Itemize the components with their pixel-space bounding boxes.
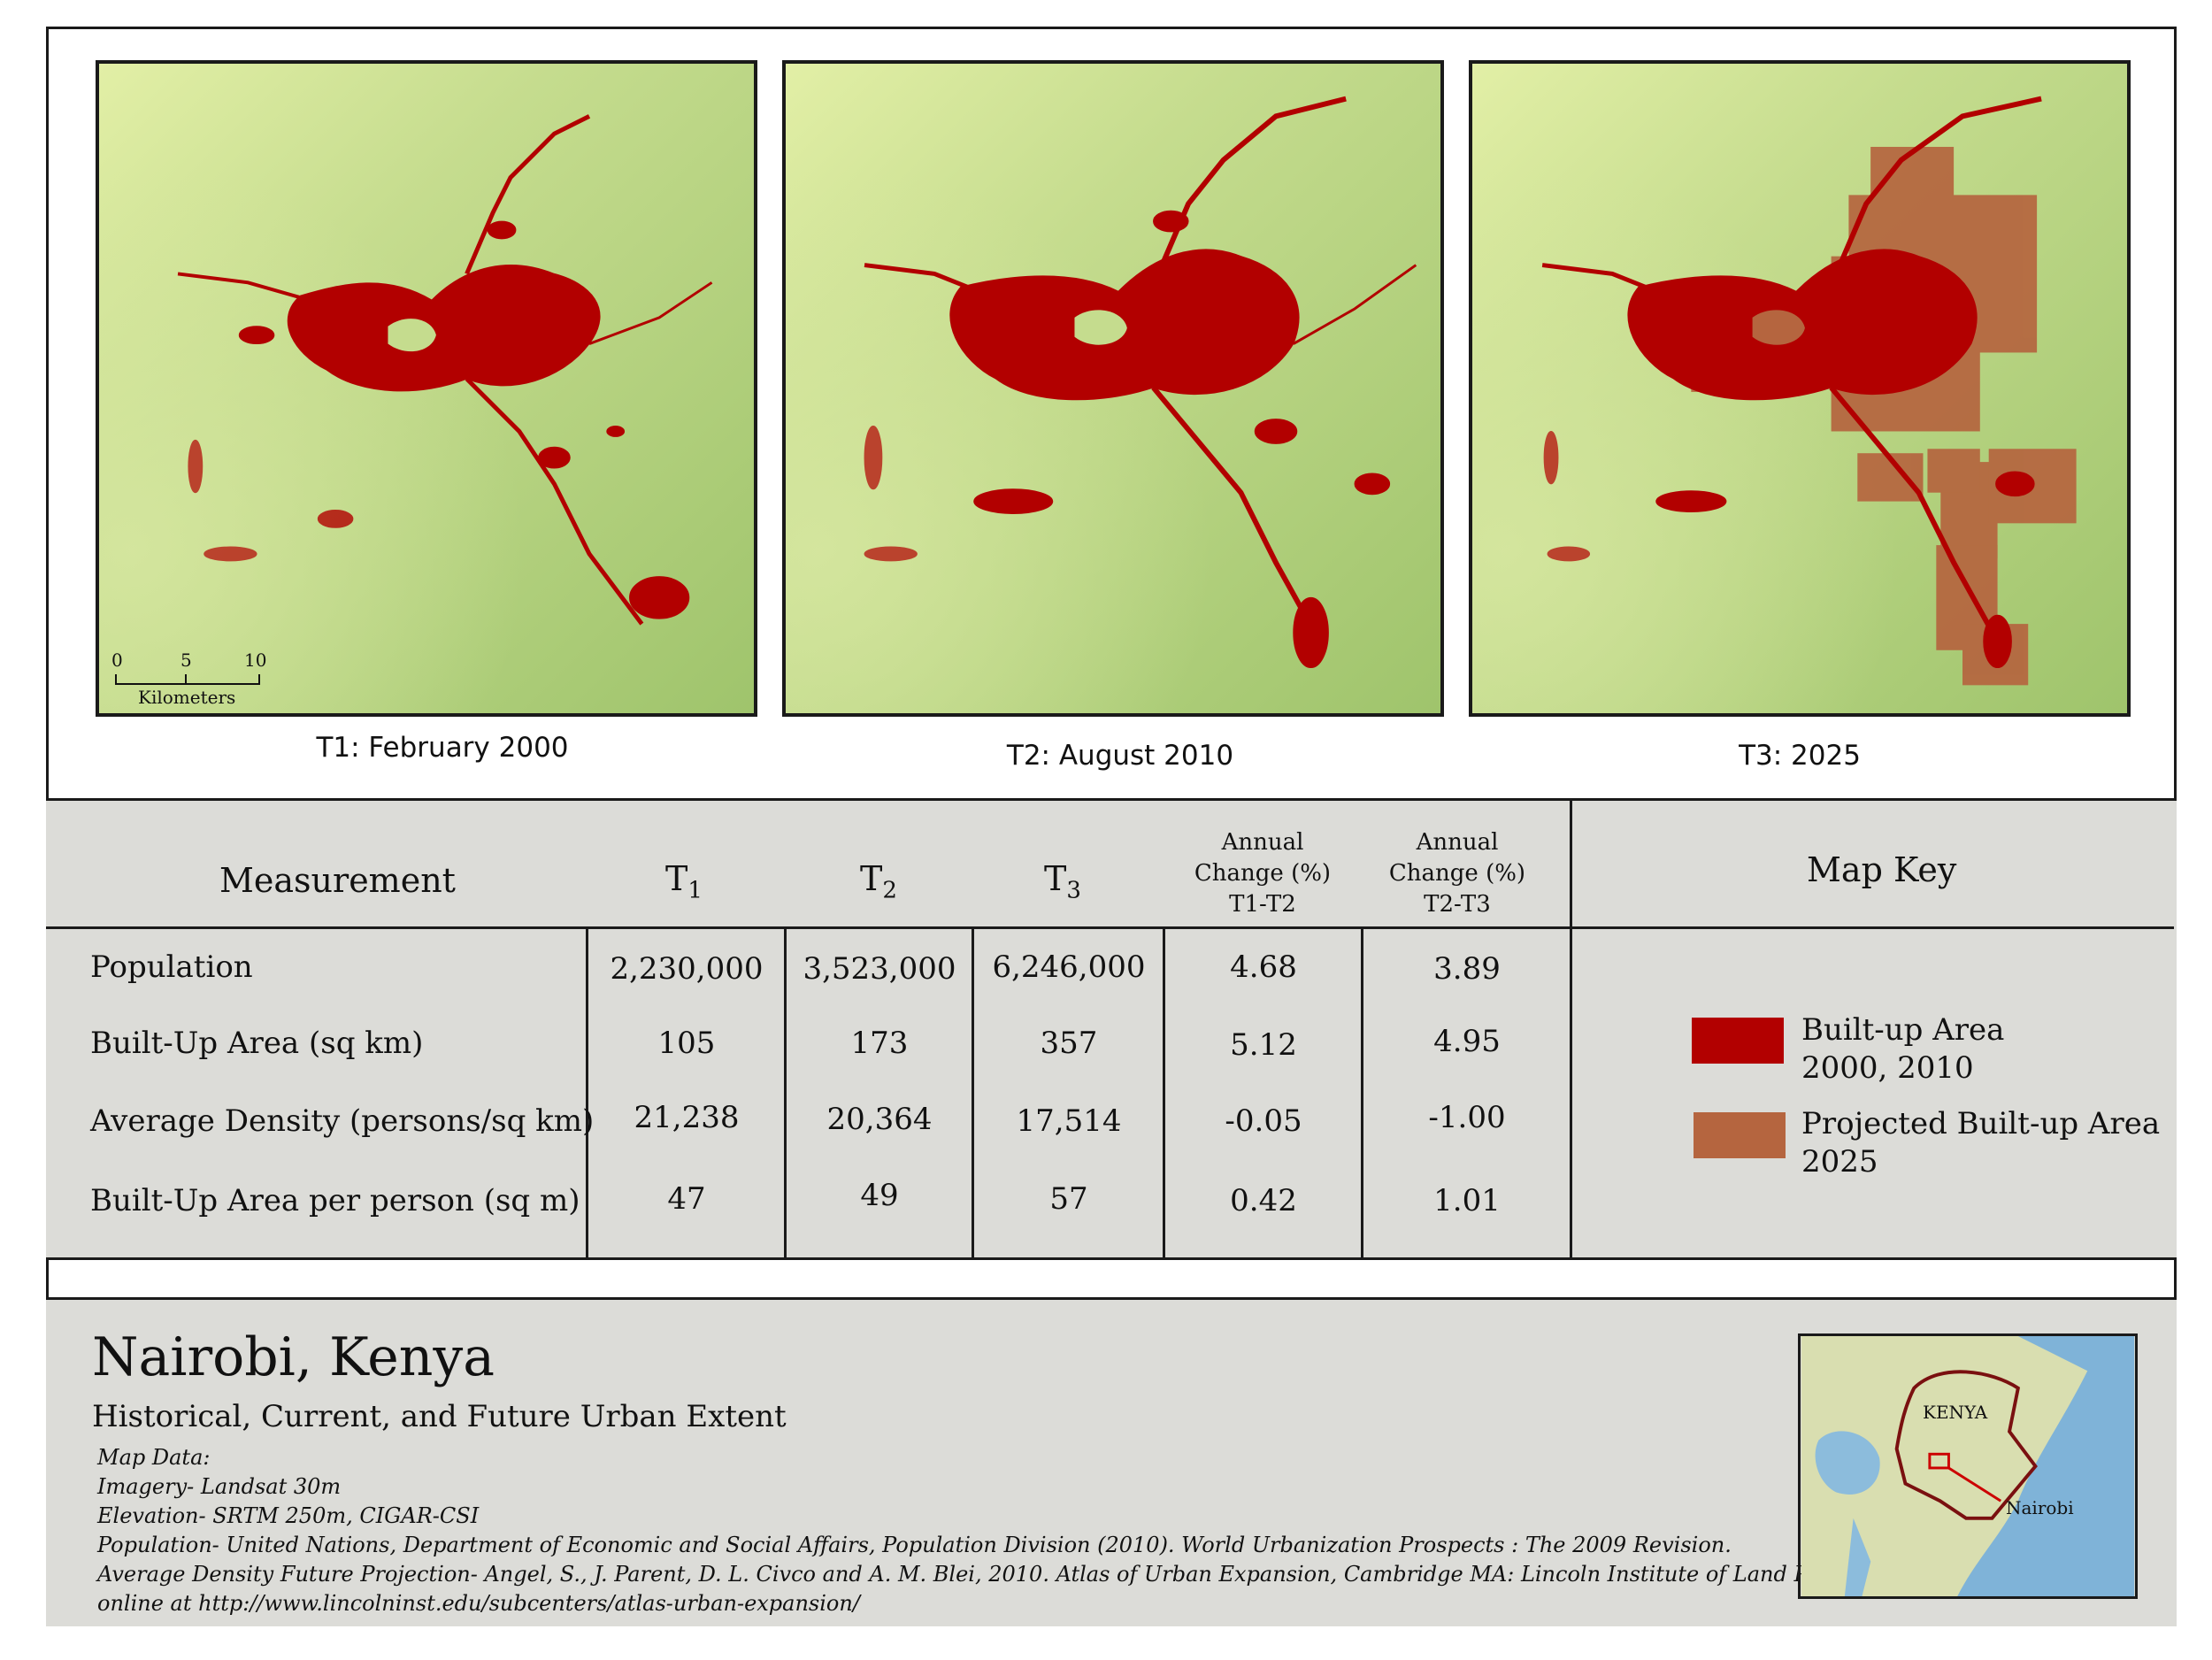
row-value-change23: 1.01: [1433, 1183, 1501, 1218]
map-t1-image: [99, 64, 754, 713]
header-t3: T3: [1044, 859, 1081, 904]
row-value-t3: 357: [1040, 1026, 1098, 1061]
kenya-locator-map: KENYA Nairobi: [1798, 1333, 2138, 1599]
scale-tick-0: 0: [111, 649, 123, 671]
row-label: Population: [90, 949, 253, 985]
scale-unit: Kilometers: [138, 687, 236, 708]
inset-label-nairobi: Nairobi: [2006, 1497, 2074, 1518]
legend-label-projected: Projected Built-up Area 2025: [1801, 1106, 2161, 1180]
row-label: Average Density (persons/sq km): [90, 1103, 595, 1139]
scale-line: [115, 674, 260, 685]
header-annual-change-t2-t3: Annual Change (%) T2-T3: [1388, 829, 1526, 918]
inset-label-kenya: KENYA: [1923, 1402, 1988, 1423]
row-value-change12: 0.42: [1230, 1183, 1297, 1218]
row-label: Built-Up Area per person (sq m): [90, 1183, 580, 1218]
row-value-t2: 20,364: [826, 1102, 933, 1137]
legend-swatch-built-up: [1692, 1018, 1784, 1064]
row-value-t2: 173: [850, 1026, 909, 1061]
row-value-t3: 57: [1049, 1181, 1088, 1217]
map-t2: [782, 60, 1444, 717]
header-measurement: Measurement: [219, 861, 456, 900]
row-value-change23: 4.95: [1433, 1024, 1501, 1059]
header-t2: T2: [860, 859, 897, 904]
map-t2-caption: T2: August 2010: [1006, 740, 1234, 772]
map-data-credits: Map Data: Imagery- Landsat 30m Elevation…: [97, 1445, 1862, 1616]
row-value-change23: -1.00: [1428, 1100, 1506, 1135]
row-label: Built-Up Area (sq km): [90, 1026, 424, 1061]
row-value-t2: 49: [860, 1178, 899, 1213]
row-value-change12: 4.68: [1230, 949, 1297, 985]
page-title: Nairobi, Kenya: [92, 1326, 495, 1388]
statistics-table: Measurement T1 T2 T3 Annual Change (%) T1-…: [46, 798, 2177, 1260]
header-map-key: Map Key: [1807, 850, 1957, 889]
page-subtitle: Historical, Current, and Future Urban Ex…: [92, 1399, 787, 1434]
legend-label-built-up: Built-up Area 2000, 2010: [1801, 1012, 2005, 1086]
row-value-t1: 47: [667, 1181, 706, 1217]
row-value-change12: 5.12: [1230, 1027, 1297, 1063]
map-t3-caption: T3: 2025: [1739, 740, 1861, 772]
row-value-t1: 2,230,000: [610, 951, 764, 987]
row-value-t3: 17,514: [1016, 1103, 1122, 1139]
row-value-t3: 6,246,000: [992, 949, 1146, 985]
map-t1: 0 5 10 Kilometers: [96, 60, 757, 717]
header-annual-change-t1-t2: Annual Change (%) T1-T2: [1194, 829, 1332, 918]
row-value-change12: -0.05: [1225, 1103, 1302, 1139]
locator-map-image: [1801, 1336, 2135, 1596]
map-t2-image: [786, 64, 1440, 713]
row-value-t2: 3,523,000: [803, 951, 956, 987]
map-t3: [1469, 60, 2131, 717]
legend-swatch-projected: [1694, 1112, 1786, 1158]
row-value-t1: 105: [657, 1026, 716, 1061]
header-t1: T1: [665, 859, 703, 904]
scale-tick-10: 10: [244, 649, 267, 671]
scale-bar: 0 5 10 Kilometers: [111, 649, 266, 708]
row-value-change23: 3.89: [1433, 951, 1501, 987]
map-t1-caption: T1: February 2000: [316, 732, 569, 764]
scale-tick-5: 5: [180, 649, 192, 671]
row-value-t1: 21,238: [634, 1100, 740, 1135]
map-t3-image: [1472, 64, 2127, 713]
title-block: Nairobi, Kenya Historical, Current, and …: [46, 1297, 2177, 1626]
